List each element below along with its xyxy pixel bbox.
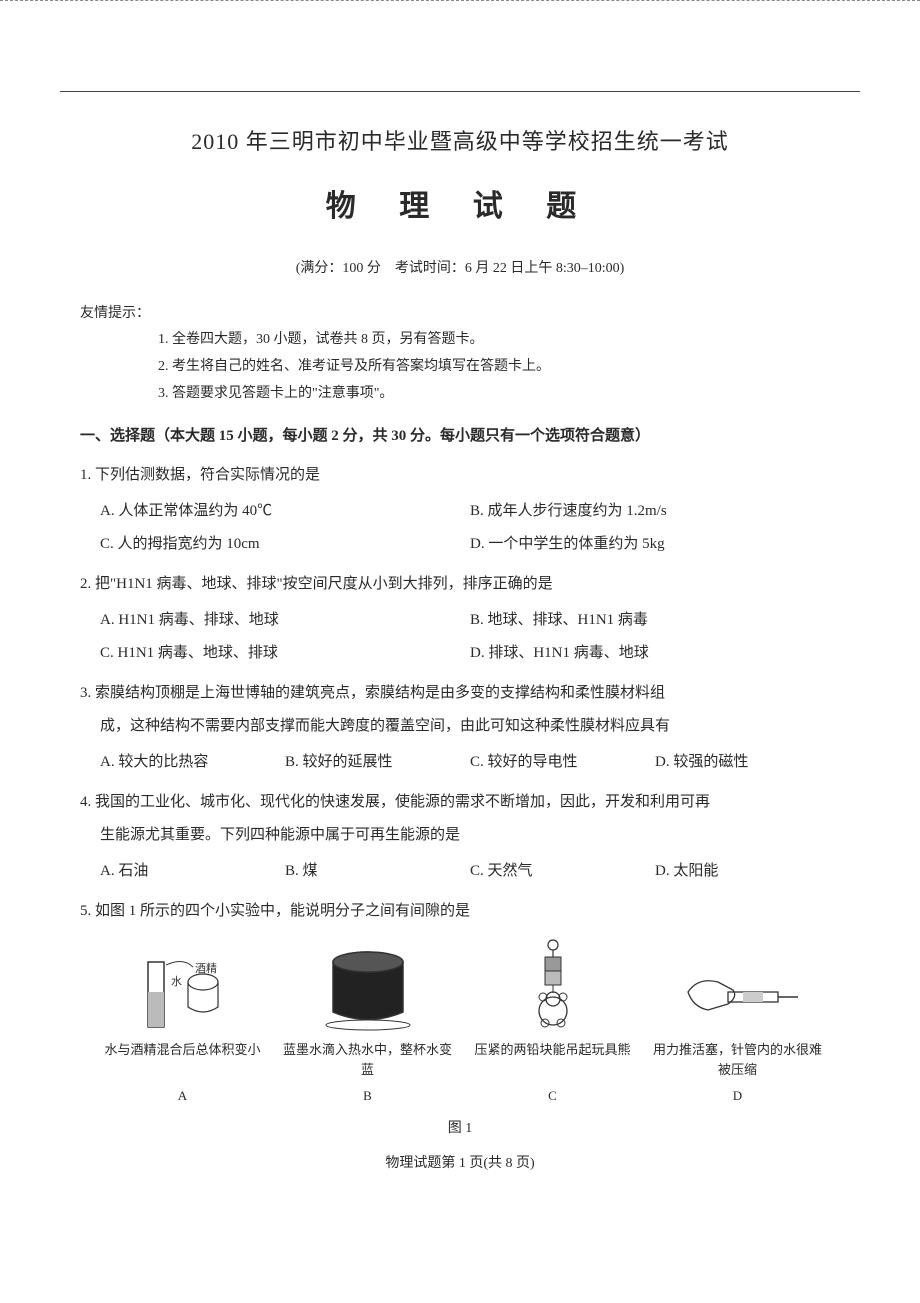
q2-options: A. H1N1 病毒、排球、地球 B. 地球、排球、H1N1 病毒 C. H1N…	[80, 604, 840, 670]
figure-1-row: 水 酒精 水与酒精混合后总体积变小 A	[80, 937, 840, 1107]
q1-option-b: B. 成年人步行速度约为 1.2m/s	[470, 495, 840, 528]
figure-d-label: D	[652, 1084, 822, 1107]
section-1-header: 一、选择题（本大题 15 小题，每小题 2 分，共 30 分。每小题只有一个选项…	[80, 423, 840, 450]
question-5: 5. 如图 1 所示的四个小实验中，能说明分子之间有间隙的是 水 酒精	[80, 898, 840, 1141]
q1-options: A. 人体正常体温约为 40℃ B. 成年人步行速度约为 1.2m/s C. 人…	[80, 495, 840, 561]
figure-a-caption: 水与酒精混合后总体积变小	[97, 1040, 267, 1080]
figure-b: 蓝墨水滴入热水中，整杯水变蓝 B	[282, 937, 452, 1107]
exam-title: 2010 年三明市初中毕业暨高级中等学校招生统一考试	[80, 122, 840, 162]
figure-1-label: 图 1	[80, 1116, 840, 1141]
tips-item-3: 3. 答题要求见答题卡上的"注意事项"。	[80, 381, 840, 408]
subject-title: 物 理 试 题	[80, 180, 840, 234]
q3-option-b: B. 较好的延展性	[285, 746, 470, 779]
figure-d: 用力推活塞，针管内的水很难被压缩 D	[652, 937, 822, 1107]
q2-option-c: C. H1N1 病毒、地球、排球	[100, 637, 470, 670]
question-1: 1. 下列估测数据，符合实际情况的是 A. 人体正常体温约为 40℃ B. 成年…	[80, 462, 840, 561]
q4-option-c: C. 天然气	[470, 855, 655, 888]
question-4: 4. 我国的工业化、城市化、现代化的快速发展，使能源的需求不断增加，因此，开发和…	[80, 789, 840, 888]
q2-option-d: D. 排球、H1N1 病毒、地球	[470, 637, 840, 670]
q1-stem: 1. 下列估测数据，符合实际情况的是	[80, 462, 840, 489]
figure-a-label: A	[97, 1084, 267, 1107]
figure-c-image	[467, 937, 637, 1032]
q5-stem: 5. 如图 1 所示的四个小实验中，能说明分子之间有间隙的是	[80, 898, 840, 925]
q4-option-a: A. 石油	[100, 855, 285, 888]
tips-block: 友情提示： 1. 全卷四大题，30 小题，试卷共 8 页，另有答题卡。 2. 考生…	[80, 301, 840, 407]
figure-d-caption: 用力推活塞，针管内的水很难被压缩	[652, 1040, 822, 1080]
q1-option-d: D. 一个中学生的体重约为 5kg	[470, 528, 840, 561]
figure-a-image: 水 酒精	[97, 937, 267, 1032]
question-2: 2. 把"H1N1 病毒、地球、排球"按空间尺度从小到大排列，排序正确的是 A.…	[80, 571, 840, 670]
q1-option-c: C. 人的拇指宽约为 10cm	[100, 528, 470, 561]
figure-d-image	[652, 937, 822, 1032]
q3-option-d: D. 较强的磁性	[655, 746, 840, 779]
page-footer: 物理试题第 1 页(共 8 页)	[80, 1151, 840, 1176]
q4-option-d: D. 太阳能	[655, 855, 840, 888]
tips-item-2: 2. 考生将自己的姓名、准考证号及所有答案均填写在答题卡上。	[80, 354, 840, 381]
water-label: 水	[171, 975, 182, 988]
tips-label: 友情提示：	[80, 306, 150, 321]
alcohol-label: 酒精	[195, 962, 217, 975]
page-container: 2010 年三明市初中毕业暨高级中等学校招生统一考试 物 理 试 题 (满分：1…	[0, 0, 920, 1236]
q2-option-a: A. H1N1 病毒、排球、地球	[100, 604, 470, 637]
figure-b-label: B	[282, 1084, 452, 1107]
q2-stem: 2. 把"H1N1 病毒、地球、排球"按空间尺度从小到大排列，排序正确的是	[80, 571, 840, 598]
q1-option-a: A. 人体正常体温约为 40℃	[100, 495, 470, 528]
content-frame: 2010 年三明市初中毕业暨高级中等学校招生统一考试 物 理 试 题 (满分：1…	[60, 91, 860, 1196]
q4-option-b: B. 煤	[285, 855, 470, 888]
q3-options: A. 较大的比热容 B. 较好的延展性 C. 较好的导电性 D. 较强的磁性	[80, 746, 840, 779]
q4-options: A. 石油 B. 煤 C. 天然气 D. 太阳能	[80, 855, 840, 888]
figure-c: 压紧的两铅块能吊起玩具熊 C	[467, 937, 637, 1107]
figure-c-label: C	[467, 1084, 637, 1107]
q3-stem: 3. 索膜结构顶棚是上海世博轴的建筑亮点，索膜结构是由多变的支撑结构和柔性膜材料…	[80, 680, 840, 707]
q3-option-c: C. 较好的导电性	[470, 746, 655, 779]
q4-stem-cont: 生能源尤其重要。下列四种能源中属于可再生能源的是	[80, 822, 840, 849]
q2-option-b: B. 地球、排球、H1N1 病毒	[470, 604, 840, 637]
q3-option-a: A. 较大的比热容	[100, 746, 285, 779]
question-3: 3. 索膜结构顶棚是上海世博轴的建筑亮点，索膜结构是由多变的支撑结构和柔性膜材料…	[80, 680, 840, 779]
tips-item-1: 1. 全卷四大题，30 小题，试卷共 8 页，另有答题卡。	[80, 327, 840, 354]
q4-stem: 4. 我国的工业化、城市化、现代化的快速发展，使能源的需求不断增加，因此，开发和…	[80, 789, 840, 816]
q3-stem-cont: 成，这种结构不需要内部支撑而能大跨度的覆盖空间，由此可知这种柔性膜材料应具有	[80, 713, 840, 740]
exam-info: (满分：100 分 考试时间：6 月 22 日上午 8:30–10:00)	[80, 256, 840, 281]
figure-b-image	[282, 937, 452, 1032]
figure-a: 水 酒精 水与酒精混合后总体积变小 A	[97, 937, 267, 1107]
figure-c-caption: 压紧的两铅块能吊起玩具熊	[467, 1040, 637, 1080]
figure-b-caption: 蓝墨水滴入热水中，整杯水变蓝	[282, 1040, 452, 1080]
